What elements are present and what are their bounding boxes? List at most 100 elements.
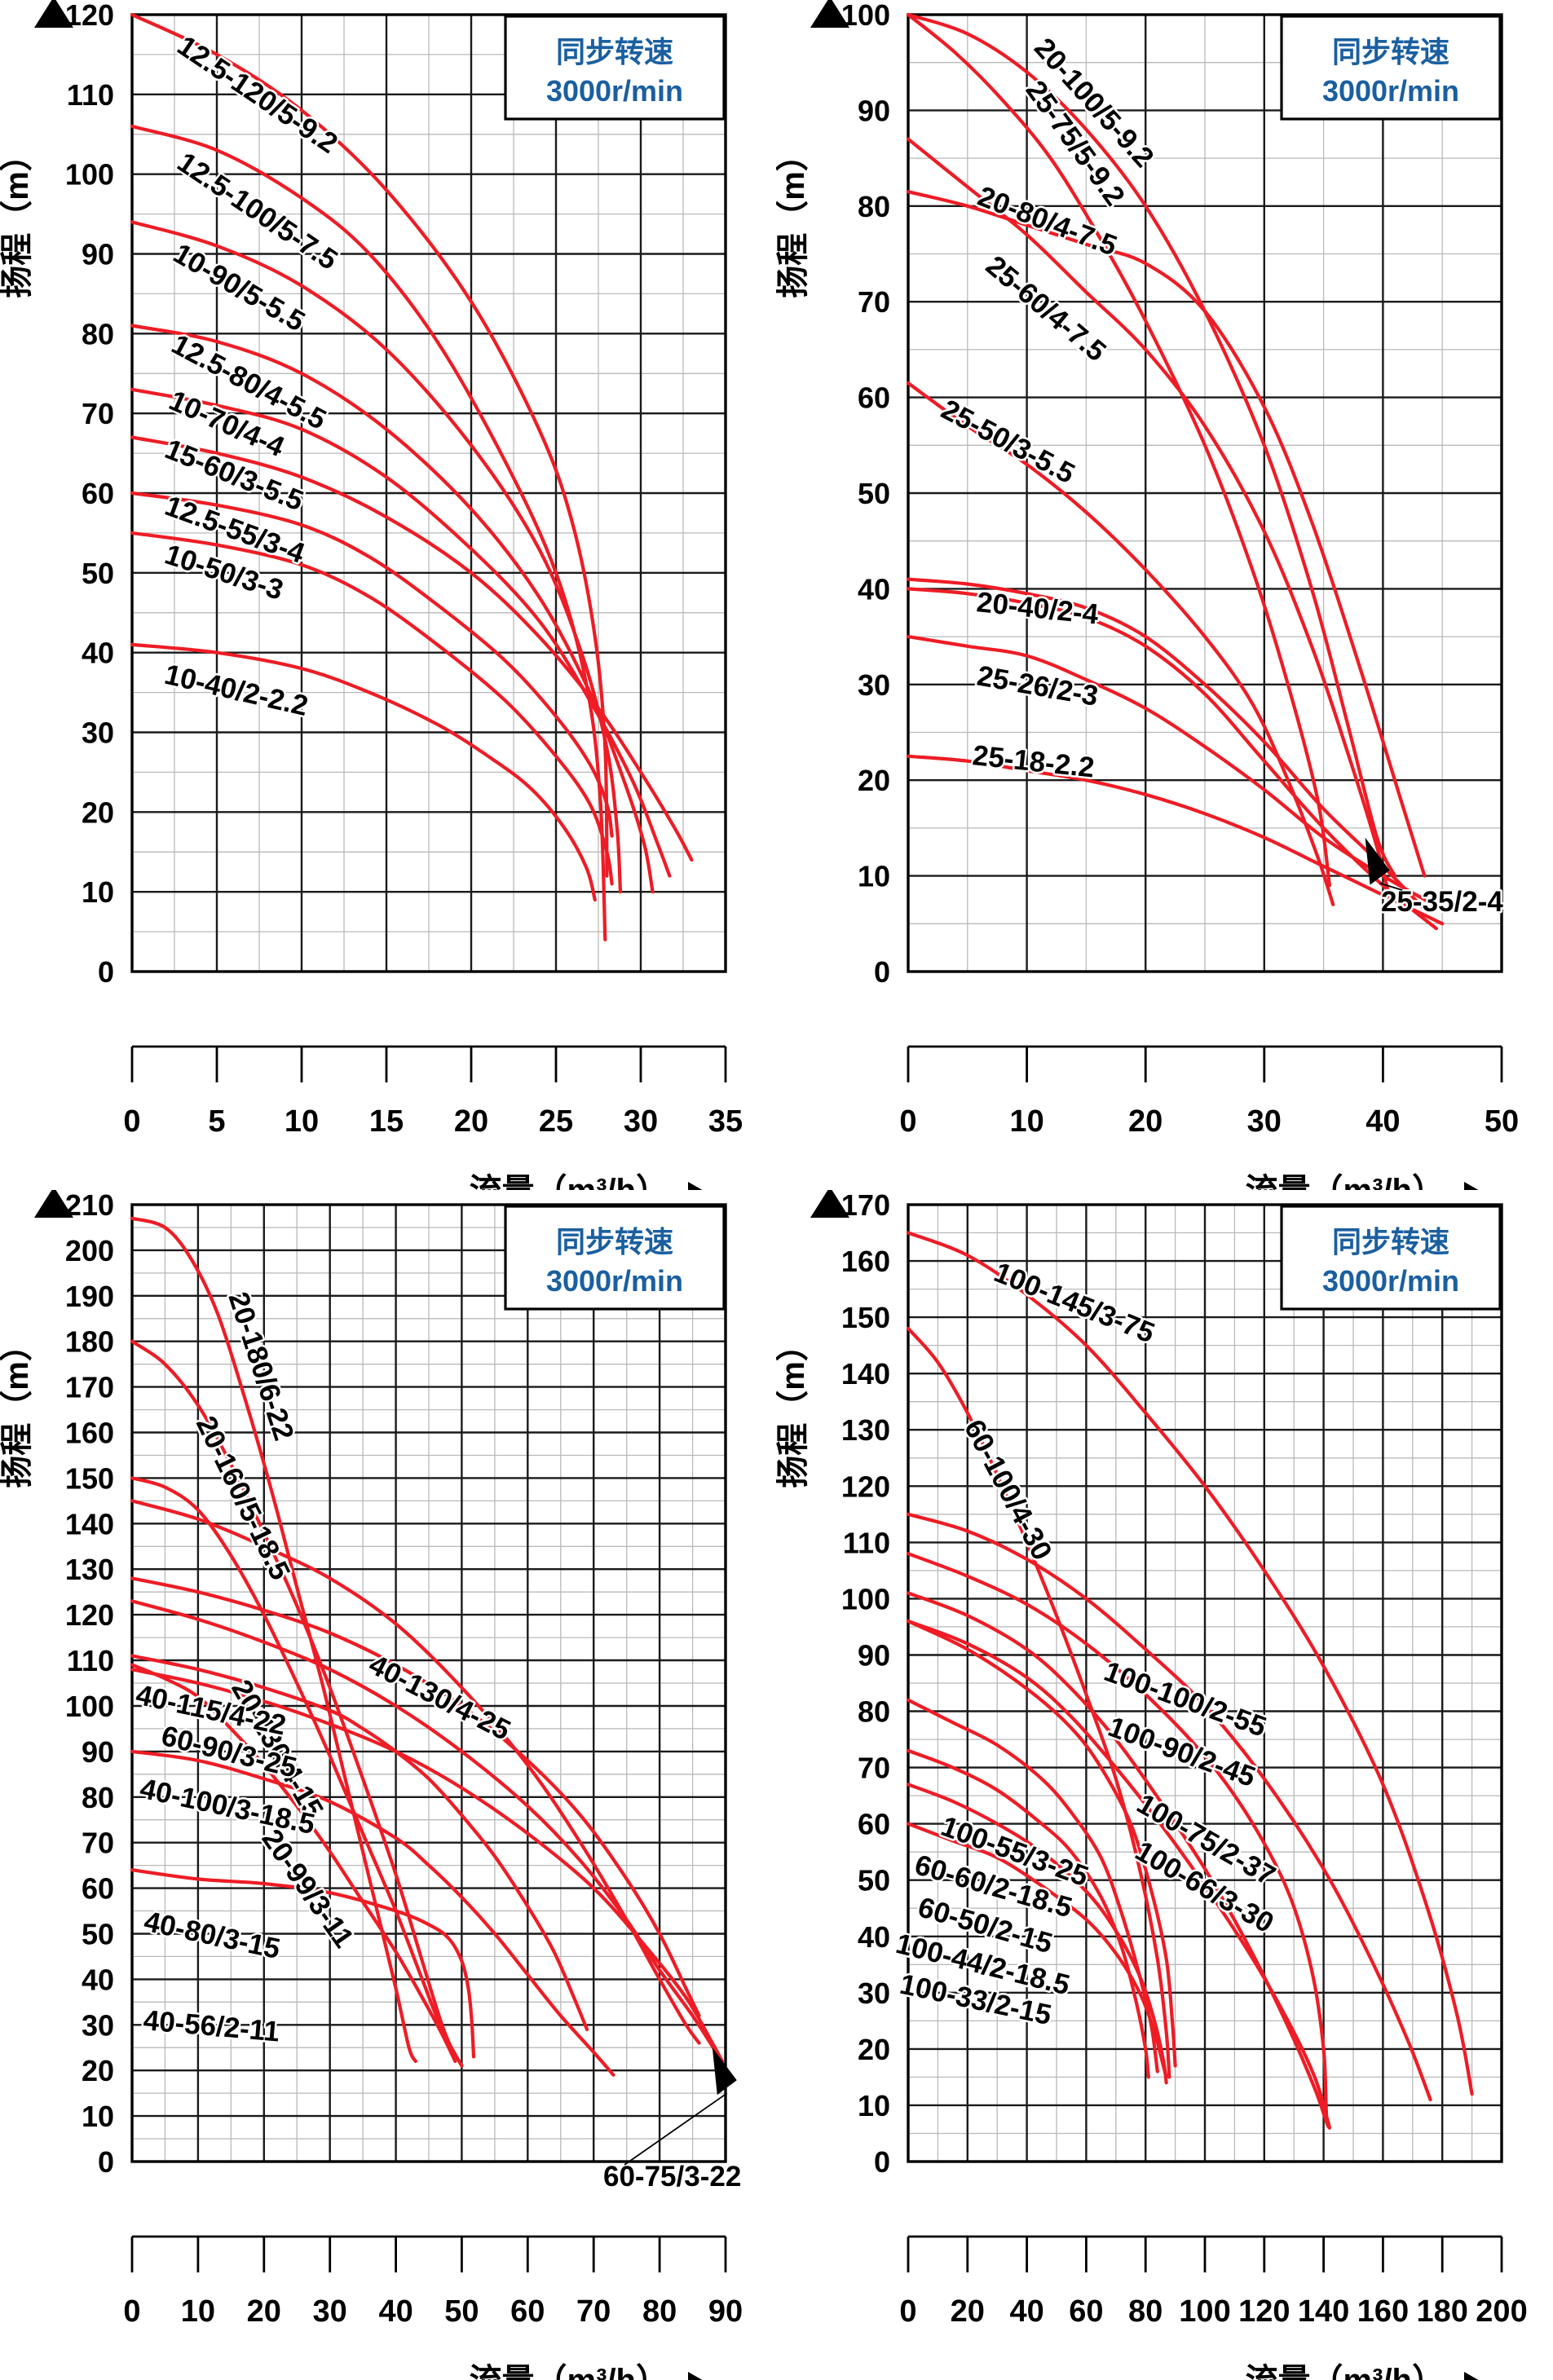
y-tick-label: 70 xyxy=(858,285,890,319)
curve-label: 10-40/2-2.2 xyxy=(161,659,311,722)
curve-label: 25-18-2.2 xyxy=(971,739,1096,783)
chart-top-right: 0102030405060708090100扬程（m）同步转速3000r/min… xyxy=(776,0,1519,1190)
x-axis-ruler xyxy=(130,1045,727,1082)
y-axis-title: 扬程（m） xyxy=(0,1329,35,1488)
x-axis-ruler xyxy=(130,2235,727,2272)
y-tick-label: 160 xyxy=(841,1245,890,1278)
performance-curve: 10-40/2-2.2 xyxy=(130,642,597,902)
y-tick-label: 170 xyxy=(841,1190,890,1222)
x-tick-label: 20 xyxy=(1128,1104,1163,1139)
y-tick-label: 30 xyxy=(858,668,890,702)
x-axis-title: 流量（m³/h） xyxy=(1246,1173,1445,1190)
curve-label: 10-90/5-5.5 xyxy=(168,237,311,337)
y-tick-label: 100 xyxy=(65,158,114,192)
y-tick-label: 80 xyxy=(82,317,114,350)
curve-label: 25-26/2-3 xyxy=(975,659,1101,712)
plot-frame xyxy=(907,13,1503,973)
x-tick-label: 20 xyxy=(247,2294,281,2329)
y-tick-label: 30 xyxy=(82,716,114,750)
performance-curve: 100-75/2-37 xyxy=(906,1591,1331,2130)
x-tick-label: 60 xyxy=(510,2294,545,2329)
legend-sync-speed-value: 3000r/min xyxy=(1322,1264,1459,1298)
y-tick-label: 50 xyxy=(858,1864,890,1897)
x-tick-label: 0 xyxy=(123,1104,140,1139)
y-tick-label: 80 xyxy=(82,1781,114,1814)
x-tick-label: 80 xyxy=(642,2294,677,2329)
y-tick-label: 10 xyxy=(82,875,114,909)
legend-box xyxy=(504,1205,726,1311)
y-tick-label: 70 xyxy=(82,1827,114,1860)
x-axis-ruler xyxy=(907,2235,1503,2272)
legend-box xyxy=(1280,15,1502,121)
chart-panel-top-left: 0 10 20 30 40 50 60 70 80 90 100 110 120 扬程（m） 同步转速 300… xyxy=(0,0,776,1190)
y-tick-label: 160 xyxy=(65,1417,114,1450)
y-tick-label: 130 xyxy=(65,1553,114,1586)
y-tick-label: 60 xyxy=(858,381,890,415)
x-tick-label: 0 xyxy=(899,2294,916,2329)
performance-curve: 100-145/3-75 xyxy=(906,1231,1474,2096)
y-tick-label: 100 xyxy=(841,1582,890,1615)
y-tick-label: 180 xyxy=(65,1325,114,1359)
callout-leader-line xyxy=(1379,882,1403,891)
y-tick-label: 110 xyxy=(67,78,114,112)
x-tick-label: 160 xyxy=(1357,2294,1409,2329)
chart-bottom-right: 0 10 20 30 40 50 60 70 80 90 100 110 120 130 140 150 160… xyxy=(776,1190,1528,2380)
curve-label: 25-50/3-5.5 xyxy=(936,394,1079,490)
performance-curve: 100-55/3-25 xyxy=(906,1619,1177,2068)
performance-curve: 25-60/4-7.5 xyxy=(906,137,1391,897)
chart-bottom-left: 0102030405060708090100110120130140150160… xyxy=(0,1190,743,2380)
performance-curve: 12.5-80/4-5.5 xyxy=(130,324,655,894)
y-tick-label: 0 xyxy=(874,2145,890,2179)
y-tick-label: 30 xyxy=(858,1977,890,2010)
chart-panel-bottom-right: 0 10 20 30 40 50 60 70 80 90 100 110 120 130 140 150 160… xyxy=(776,1190,1552,2380)
curve-label: 25-35/2-4 xyxy=(1381,886,1503,918)
x-tick-label: 140 xyxy=(1298,2294,1349,2329)
x-tick-label: 5 xyxy=(208,1104,225,1139)
y-tick-label: 80 xyxy=(858,1695,890,1729)
y-tick-label: 130 xyxy=(841,1413,890,1447)
performance-curve: 12.5-120/5-9.2 xyxy=(130,12,609,878)
y-tick-label: 50 xyxy=(858,477,890,510)
performance-curve: 15-60/3-5.5 xyxy=(130,435,694,862)
y-axis-title: 扬程（m） xyxy=(776,139,811,298)
x-tick-label: 40 xyxy=(1009,2294,1043,2329)
y-tick-label: 150 xyxy=(65,1461,114,1495)
x-tick-label: 30 xyxy=(624,1104,658,1139)
y-tick-label: 110 xyxy=(843,1526,890,1559)
y-axis-title: 扬程（m） xyxy=(776,1329,811,1488)
legend-box xyxy=(504,15,726,121)
performance-curve: 100-100/2-55 xyxy=(906,1512,1432,2102)
y-tick-label: 60 xyxy=(82,1872,114,1906)
x-tick-label: 120 xyxy=(1238,2294,1290,2329)
x-axis-arrow-icon xyxy=(688,2372,703,2380)
y-tick-label: 10 xyxy=(82,2100,114,2133)
x-tick-label: 15 xyxy=(369,1104,404,1139)
y-tick-label: 60 xyxy=(858,1808,890,1841)
callout-arrow-icon xyxy=(712,2047,737,2096)
performance-curve: 40-115/4-22 xyxy=(130,1576,701,2018)
performance-curve: 10-90/5-5.5 xyxy=(130,220,623,894)
y-tick-label: 90 xyxy=(858,94,890,127)
y-tick-label: 10 xyxy=(858,2089,890,2122)
x-axis-arrow-icon xyxy=(1464,1182,1479,1190)
y-tick-label: 120 xyxy=(65,0,114,32)
x-tick-label: 20 xyxy=(951,2294,985,2329)
x-tick-label: 10 xyxy=(285,1104,319,1139)
chart-panel-bottom-left: 0 10 20 30 40 50 60 70 80 90 100 110 120 130 140 150 160… xyxy=(0,1190,776,2380)
performance-curve: 60-100/4-30 xyxy=(906,1326,1171,2079)
performance-curve: 20-180/6-22 xyxy=(130,1216,417,2064)
legend-sync-speed-value: 3000r/min xyxy=(546,1264,683,1298)
curve-label: 20-40/2-4 xyxy=(975,586,1101,631)
x-tick-label: 70 xyxy=(576,2294,611,2329)
y-tick-label: 0 xyxy=(98,2145,114,2179)
performance-curve: 40-56/2-11 xyxy=(130,1868,476,2059)
performance-curve: 100-44/2-18.5 xyxy=(906,1783,1168,2085)
x-tick-label: 60 xyxy=(1069,2294,1103,2329)
legend-sync-speed-label: 同步转速 xyxy=(556,35,673,68)
performance-curve: 12.5-100/5-7.5 xyxy=(130,124,607,941)
x-tick-label: 10 xyxy=(181,2294,215,2329)
x-axis-title: 流量（m³/h） xyxy=(470,2363,668,2380)
performance-curve: 25-75/5-9.2 xyxy=(906,12,1331,888)
y-tick-label: 100 xyxy=(841,0,890,32)
